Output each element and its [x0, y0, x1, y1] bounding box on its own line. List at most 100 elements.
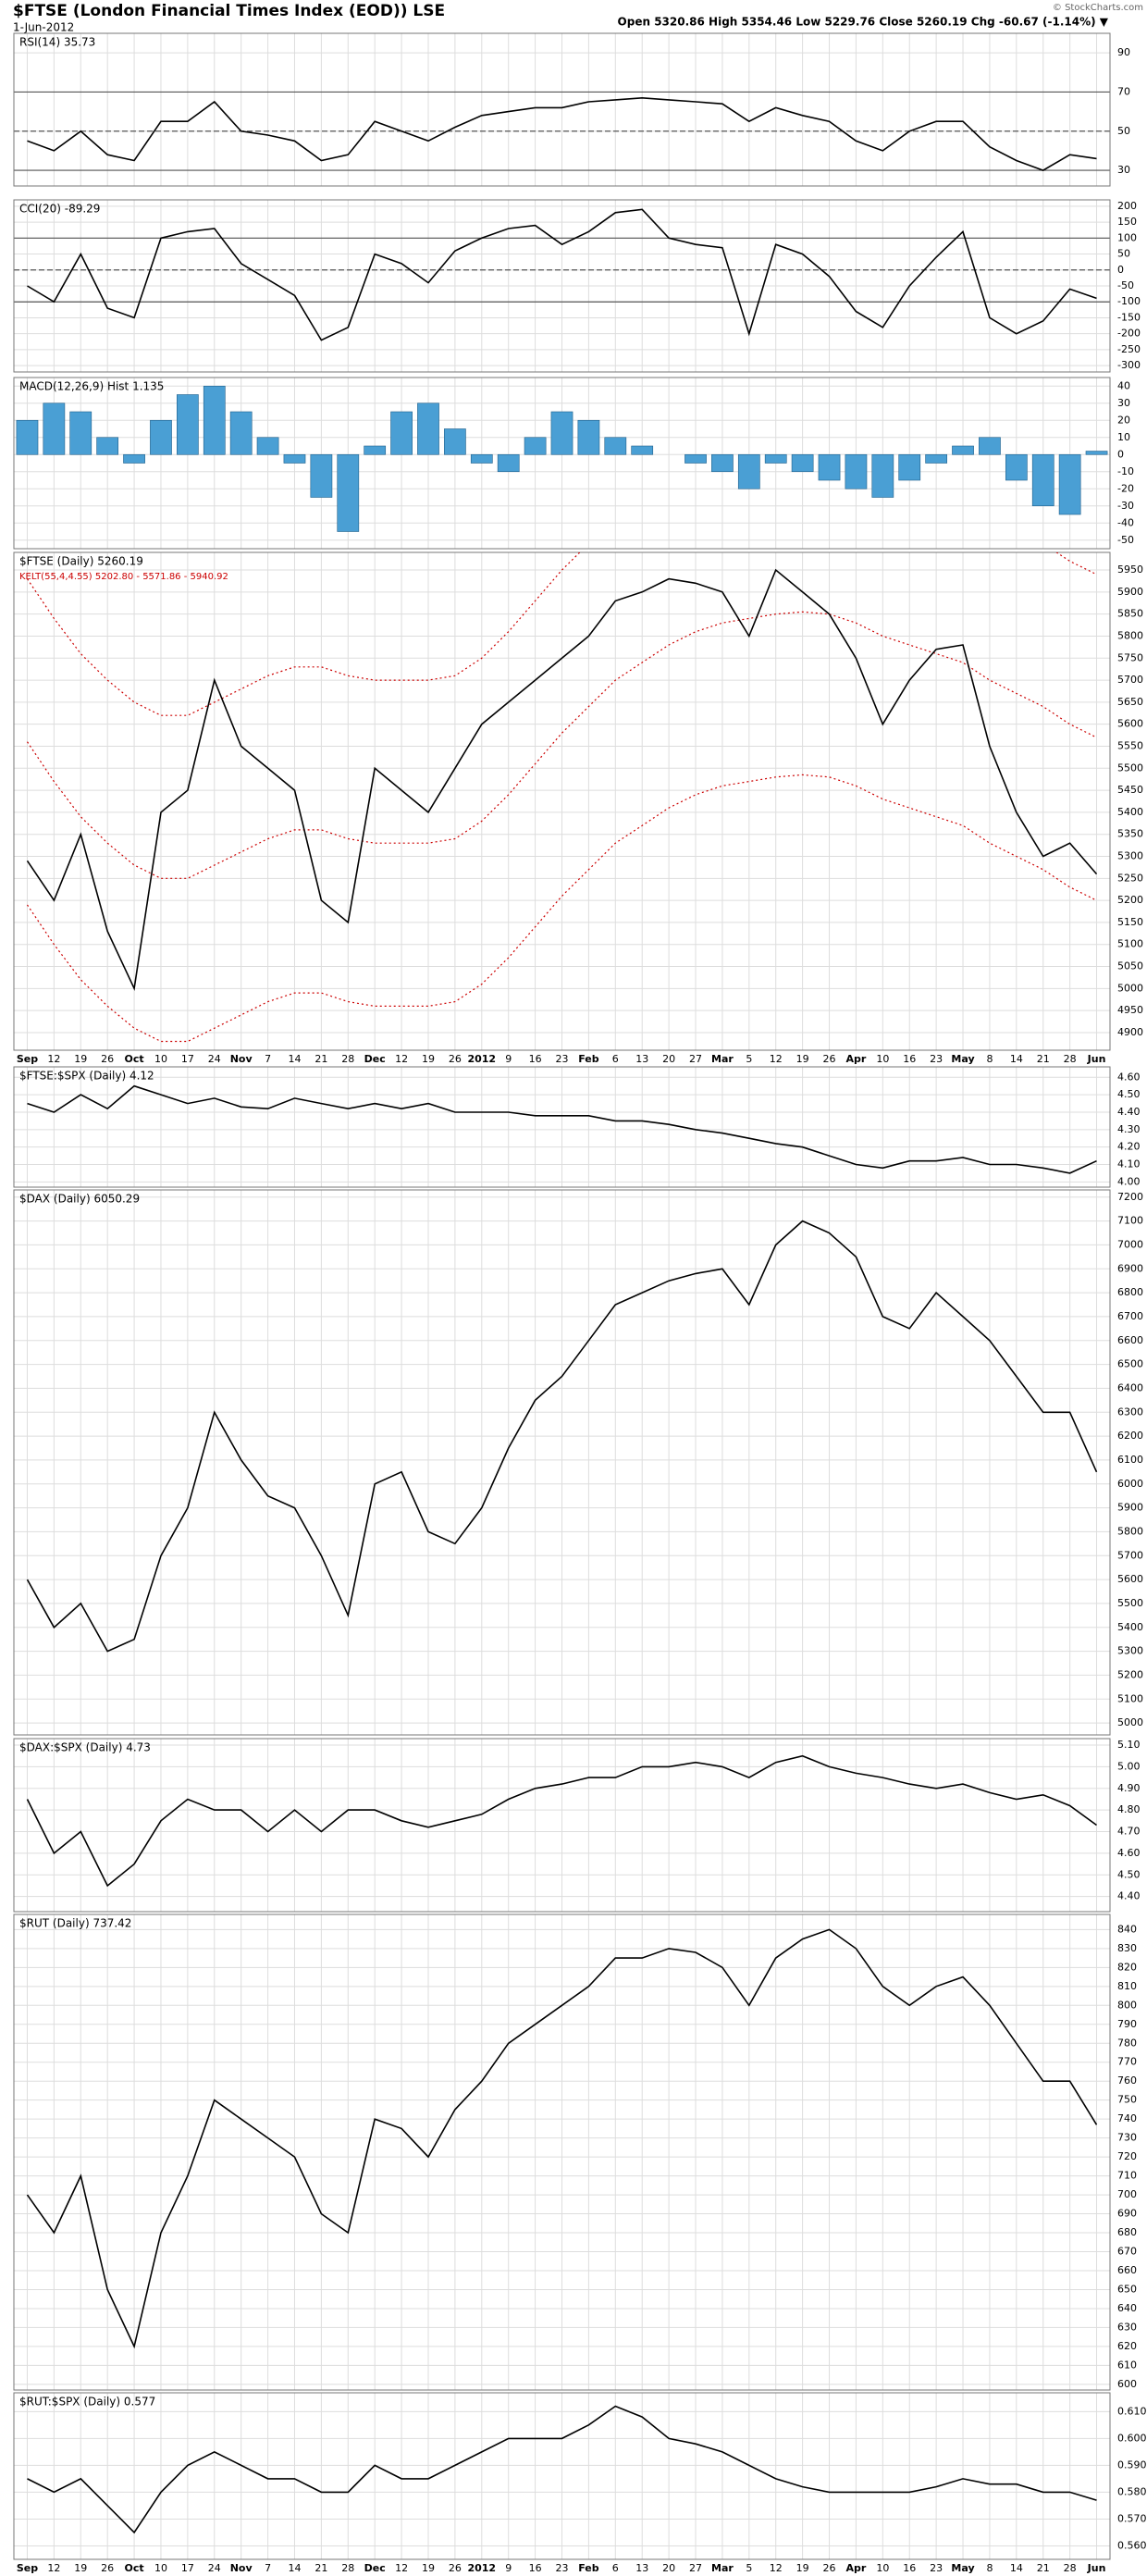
- y-tick-label: 30: [1117, 164, 1130, 176]
- y-tick-label: 5700: [1117, 674, 1143, 686]
- y-tick-label: -250: [1117, 343, 1141, 355]
- y-tick-label: 6800: [1117, 1286, 1143, 1298]
- panel-frame: [13, 1913, 1111, 2391]
- hist-bar: [310, 453, 333, 498]
- hist-bar: [417, 402, 439, 455]
- y-tick-label: 780: [1117, 2037, 1137, 2049]
- y-tick-label: 0.580: [1117, 2485, 1147, 2497]
- x-tick-label: 27: [689, 1053, 702, 1065]
- y-tick-label: 4.50: [1117, 1868, 1141, 1880]
- x-tick-label: Oct: [124, 2562, 143, 2574]
- y-tick-label: 0: [1117, 264, 1124, 276]
- y-tick-label: 740: [1117, 2112, 1137, 2124]
- panel-title: RSI(14) 35.73: [19, 36, 95, 49]
- panel-title: CCI(20) -89.29: [19, 203, 100, 216]
- x-tick-label: 24: [208, 1053, 221, 1065]
- x-tick-label: 19: [422, 1053, 435, 1065]
- panel-frame: [13, 32, 1111, 187]
- x-tick-label: Feb: [578, 2562, 599, 2574]
- hist-bar: [711, 453, 734, 473]
- y-tick-label: 4.60: [1117, 1847, 1141, 1859]
- hist-bar: [1058, 453, 1081, 515]
- hist-bar: [96, 437, 119, 455]
- y-tick-label: 0.610: [1117, 2405, 1147, 2417]
- hist-bar: [364, 445, 387, 455]
- x-tick-label: 12: [395, 1053, 408, 1065]
- y-tick-label: 5250: [1117, 872, 1143, 884]
- y-tick-label: 670: [1117, 2246, 1137, 2258]
- price-line: [27, 2405, 1097, 2534]
- hist-bar: [229, 411, 253, 455]
- y-tick-label: 6200: [1117, 1430, 1143, 1442]
- panel-title: $DAX:$SPX (Daily) 4.73: [19, 1741, 151, 1754]
- x-tick-label: 21: [314, 1053, 327, 1065]
- y-tick-label: 7000: [1117, 1238, 1143, 1250]
- y-tick-label: 4900: [1117, 1026, 1143, 1038]
- y-tick-label: 5600: [1117, 1573, 1143, 1585]
- x-tick-label: 26: [101, 1053, 114, 1065]
- panel-title: $RUT (Daily) 737.42: [19, 1917, 131, 1930]
- x-tick-label: 28: [341, 1053, 354, 1065]
- x-tick-label: 26: [449, 2562, 462, 2574]
- y-tick-label: 5200: [1117, 894, 1143, 906]
- panel-frame: [13, 2392, 1111, 2560]
- y-tick-label: 0: [1117, 448, 1124, 460]
- y-tick-label: 840: [1117, 1923, 1137, 1935]
- y-tick-label: 610: [1117, 2359, 1137, 2371]
- hist-bar: [470, 453, 493, 464]
- hist-bar: [979, 437, 1001, 455]
- x-tick-label: 26: [449, 1053, 462, 1065]
- x-tick-label: 8: [986, 2562, 993, 2574]
- panel-title: $FTSE:$SPX (Daily) 4.12: [19, 1070, 154, 1083]
- hist-bar: [845, 453, 868, 489]
- x-tick-label: 10: [154, 2562, 167, 2574]
- hist-bar: [337, 453, 360, 532]
- x-tick-label: 12: [770, 1053, 783, 1065]
- hist-bar: [631, 445, 654, 455]
- y-tick-label: 5000: [1117, 982, 1143, 994]
- hist-bar: [764, 453, 787, 464]
- y-tick-label: 6300: [1117, 1406, 1143, 1418]
- y-tick-label: 660: [1117, 2264, 1137, 2276]
- y-tick-label: 5400: [1117, 806, 1143, 818]
- y-tick-label: 4.80: [1117, 1803, 1141, 1815]
- y-tick-label: 0.600: [1117, 2432, 1147, 2444]
- y-tick-label: -20: [1117, 482, 1134, 494]
- x-tick-label: 24: [208, 2562, 221, 2574]
- hist-bar: [898, 453, 921, 481]
- x-tick-label: 19: [796, 2562, 809, 2574]
- y-tick-label: 0.590: [1117, 2458, 1147, 2471]
- y-tick-label: 5150: [1117, 916, 1143, 928]
- x-tick-label: Jun: [1087, 1053, 1106, 1065]
- y-tick-label: 5300: [1117, 1645, 1143, 1657]
- y-tick-label: 5800: [1117, 629, 1143, 641]
- y-tick-label: 820: [1117, 1961, 1137, 1973]
- x-tick-label: 28: [1064, 1053, 1077, 1065]
- hist-bar: [952, 445, 974, 455]
- x-tick-label: Nov: [230, 1053, 253, 1065]
- x-tick-label: 16: [903, 1053, 916, 1065]
- y-tick-label: 6600: [1117, 1334, 1143, 1346]
- panel-title: $RUT:$SPX (Daily) 0.577: [19, 2396, 155, 2409]
- y-tick-label: 5500: [1117, 762, 1143, 774]
- y-tick-label: 630: [1117, 2321, 1137, 2333]
- credit: © StockCharts.com: [1053, 3, 1143, 13]
- x-tick-label: 14: [1010, 2562, 1023, 2574]
- y-tick-label: 730: [1117, 2132, 1137, 2144]
- y-tick-label: 4.20: [1117, 1141, 1141, 1153]
- x-tick-label: 13: [635, 2562, 648, 2574]
- hist-bar: [550, 411, 574, 455]
- x-tick-label: Dec: [364, 2562, 386, 2574]
- y-tick-label: 5850: [1117, 608, 1143, 620]
- x-tick-label: 14: [1010, 1053, 1023, 1065]
- y-tick-label: 810: [1117, 1980, 1137, 1992]
- x-tick-label: Apr: [846, 1053, 867, 1065]
- x-tick-label: 7: [265, 1053, 271, 1065]
- x-tick-label: Dec: [364, 1053, 386, 1065]
- y-tick-label: 6100: [1117, 1454, 1143, 1466]
- x-tick-label: 21: [1037, 2562, 1050, 2574]
- hist-bar: [203, 385, 226, 455]
- x-tick-label: 13: [635, 1053, 648, 1065]
- x-tick-label: May: [951, 1053, 974, 1065]
- panel-frame: [13, 377, 1111, 550]
